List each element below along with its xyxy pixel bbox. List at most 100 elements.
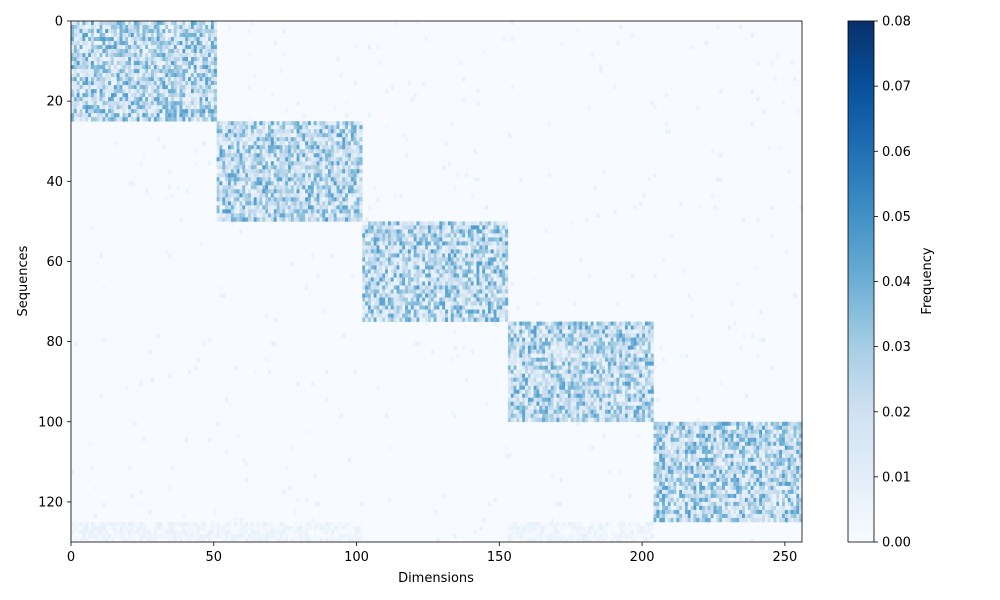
background-cell bbox=[216, 521, 220, 527]
heatmap-cell bbox=[102, 33, 106, 38]
heatmap-cell bbox=[276, 137, 280, 142]
heatmap-cell bbox=[228, 157, 232, 162]
heatmap-cell bbox=[88, 85, 92, 90]
heatmap-cell bbox=[353, 141, 357, 146]
heatmap-cell bbox=[336, 189, 340, 194]
heatmap-cell bbox=[130, 29, 135, 34]
heatmap-cell bbox=[505, 297, 509, 302]
heatmap-cell bbox=[71, 73, 75, 78]
heatmap-cell bbox=[550, 349, 554, 354]
heatmap-cell bbox=[367, 301, 372, 306]
heatmap-cell bbox=[250, 197, 255, 202]
heatmap-cell bbox=[367, 297, 372, 302]
heatmap-cell bbox=[196, 29, 200, 34]
heatmap-cell bbox=[108, 85, 112, 90]
heatmap-cell bbox=[225, 169, 229, 174]
heatmap-cell bbox=[433, 269, 437, 274]
heatmap-cell bbox=[607, 341, 611, 346]
heatmap-cell bbox=[616, 337, 620, 342]
heatmap-cell bbox=[593, 341, 597, 346]
heatmap-cell bbox=[156, 69, 160, 74]
heatmap-cell bbox=[562, 337, 566, 342]
heatmap-cell bbox=[113, 21, 117, 26]
heatmap-cell bbox=[113, 113, 117, 118]
heatmap-cell bbox=[199, 73, 203, 78]
heatmap-cell bbox=[156, 53, 160, 58]
heatmap-cell bbox=[582, 329, 586, 334]
heatmap-cell bbox=[459, 253, 463, 258]
heatmap-cell bbox=[345, 177, 349, 182]
heatmap-cell bbox=[205, 93, 209, 98]
heatmap-cell bbox=[342, 173, 346, 178]
heatmap-cell bbox=[476, 301, 480, 306]
heatmap-cell bbox=[330, 205, 335, 210]
heatmap-cell bbox=[376, 313, 380, 318]
heatmap-cell bbox=[530, 345, 534, 350]
heatmap-cell bbox=[333, 197, 337, 202]
heatmap-cell bbox=[333, 201, 337, 206]
heatmap-cell bbox=[456, 249, 460, 254]
background-cell bbox=[482, 49, 486, 54]
heatmap-cell bbox=[593, 357, 597, 362]
heatmap-cell bbox=[536, 329, 540, 334]
heatmap-cell bbox=[216, 133, 220, 138]
heatmap-cell bbox=[413, 285, 417, 290]
heatmap-cell bbox=[339, 181, 343, 186]
heatmap-cell bbox=[253, 217, 257, 222]
heatmap-cell bbox=[347, 165, 352, 170]
heatmap-cell bbox=[265, 165, 269, 170]
heatmap-cell bbox=[536, 373, 540, 378]
heatmap-cell bbox=[253, 141, 257, 146]
heatmap-cell bbox=[450, 309, 454, 314]
heatmap-cell bbox=[330, 137, 335, 142]
heatmap-cell bbox=[505, 285, 509, 290]
background-cell bbox=[293, 509, 297, 515]
heatmap-cell bbox=[128, 117, 132, 122]
heatmap-cell bbox=[319, 217, 323, 222]
heatmap-cell bbox=[399, 289, 403, 294]
heatmap-cell bbox=[85, 109, 89, 114]
background-cell bbox=[627, 493, 631, 499]
heatmap-cell bbox=[242, 169, 246, 174]
heatmap-cell bbox=[259, 169, 263, 174]
heatmap-cell bbox=[510, 321, 514, 326]
background-cell bbox=[739, 25, 743, 30]
heatmap-cell bbox=[90, 21, 95, 26]
heatmap-cell bbox=[270, 213, 275, 218]
heatmap-cell bbox=[262, 165, 266, 170]
heatmap-cell bbox=[276, 181, 280, 186]
heatmap-cell bbox=[525, 349, 529, 354]
heatmap-cell bbox=[168, 45, 172, 50]
heatmap-cell bbox=[505, 257, 509, 262]
heatmap-cell bbox=[96, 105, 100, 110]
heatmap-cell bbox=[613, 321, 617, 326]
heatmap-cell bbox=[250, 125, 255, 130]
background-cell bbox=[365, 217, 369, 222]
heatmap-cell bbox=[456, 309, 460, 314]
heatmap-cell bbox=[182, 29, 186, 34]
heatmap-cell bbox=[222, 133, 226, 138]
heatmap-cell bbox=[496, 289, 500, 294]
heatmap-cell bbox=[496, 241, 500, 246]
heatmap-cell bbox=[82, 69, 86, 74]
heatmap-cell bbox=[433, 281, 437, 286]
heatmap-cell bbox=[262, 169, 266, 174]
heatmap-cell bbox=[410, 289, 414, 294]
heatmap-cell bbox=[308, 177, 312, 182]
heatmap-cell bbox=[210, 65, 215, 70]
heatmap-cell bbox=[259, 205, 263, 210]
heatmap-cell bbox=[393, 265, 397, 270]
heatmap-cell bbox=[245, 213, 249, 218]
heatmap-cell bbox=[382, 301, 386, 306]
heatmap-cell bbox=[71, 109, 75, 114]
background-cell bbox=[650, 101, 654, 106]
heatmap-cell bbox=[496, 261, 500, 266]
heatmap-cell bbox=[427, 277, 432, 282]
heatmap-cell bbox=[542, 333, 546, 338]
heatmap-cell bbox=[487, 281, 492, 286]
heatmap-cell bbox=[179, 97, 183, 102]
heatmap-cell bbox=[122, 73, 126, 78]
heatmap-cell bbox=[182, 109, 186, 114]
heatmap-cell bbox=[256, 213, 260, 218]
heatmap-cell bbox=[85, 25, 89, 30]
